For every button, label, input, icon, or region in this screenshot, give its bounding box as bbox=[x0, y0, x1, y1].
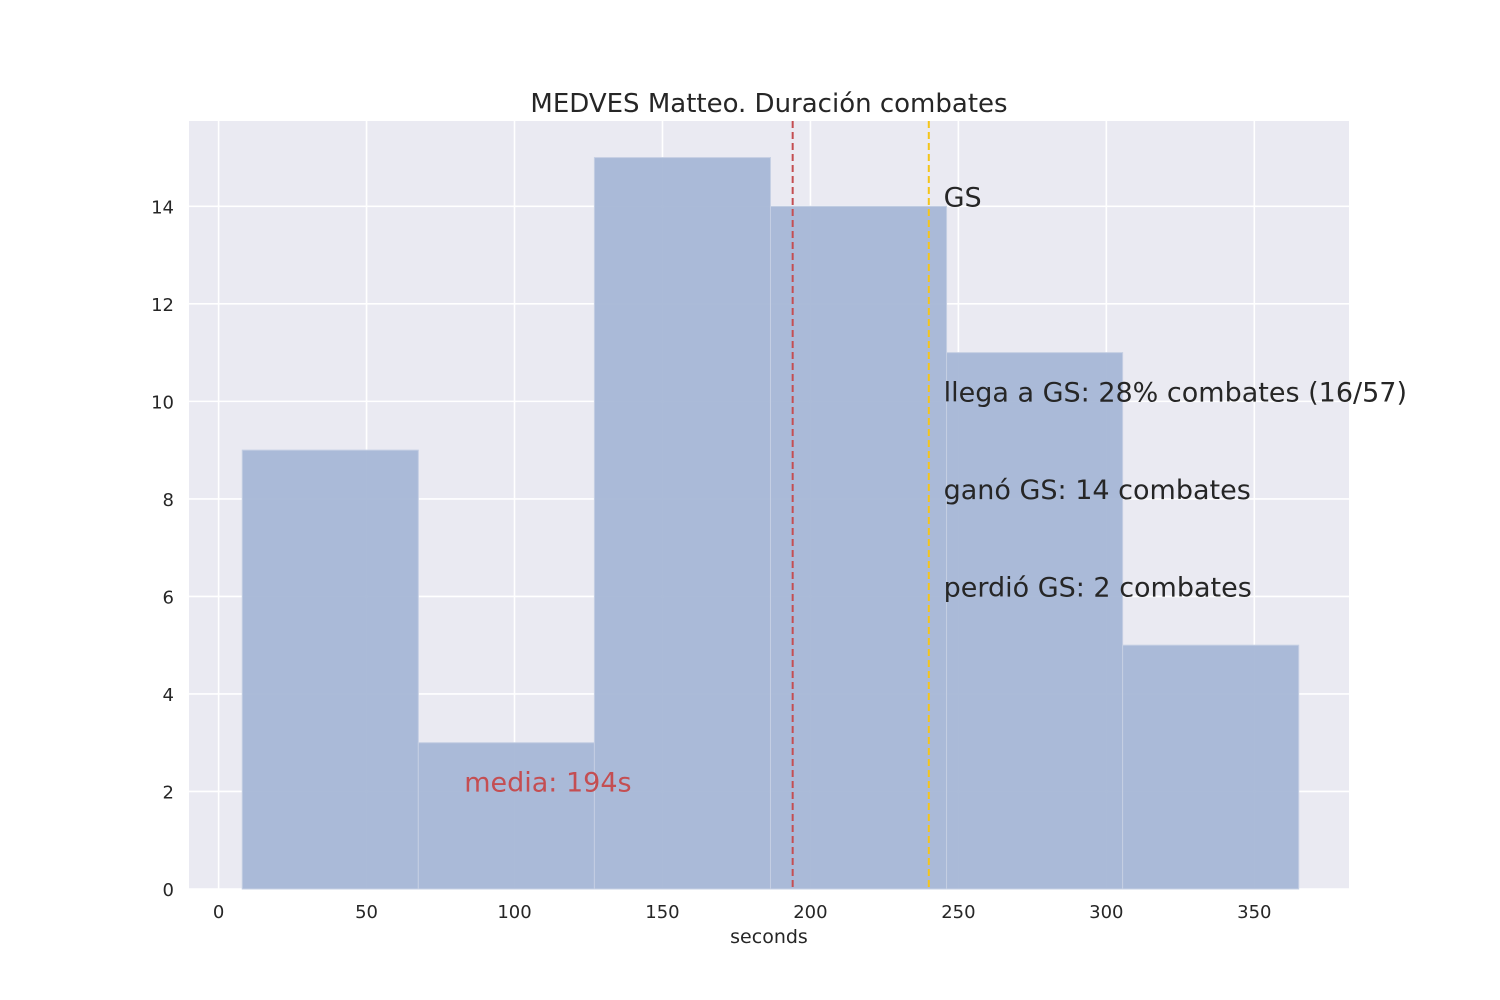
histogram-bar bbox=[593, 157, 771, 890]
x-tick-label: 350 bbox=[1237, 902, 1271, 923]
x-tick-label: 250 bbox=[941, 902, 975, 923]
y-tick-label: 8 bbox=[163, 490, 174, 511]
histogram-bars bbox=[241, 157, 1300, 890]
annotation-text: perdió GS: 2 combates bbox=[944, 572, 1252, 603]
annotation-text: llega a GS: 28% combates (16/57) bbox=[944, 377, 1407, 408]
y-tick-label: 14 bbox=[151, 197, 174, 218]
annotation-text: GS bbox=[944, 182, 982, 213]
x-tick-label: 150 bbox=[645, 902, 679, 923]
x-tick-label: 0 bbox=[213, 902, 224, 923]
y-tick-label: 12 bbox=[151, 295, 174, 316]
annotations: media: 194s GS llega a GS: 28% combates (1… bbox=[464, 182, 1407, 798]
y-tick-label: 0 bbox=[163, 880, 174, 901]
y-tick-label: 6 bbox=[163, 587, 174, 608]
y-tick-labels: 0 2 4 6 8 10 12 14 bbox=[151, 197, 174, 901]
x-tick-labels: 0 50 100 150 200 250 300 350 bbox=[213, 902, 1272, 923]
histogram-bar bbox=[241, 449, 419, 890]
y-tick-label: 2 bbox=[163, 782, 174, 803]
histogram-bar bbox=[769, 205, 948, 890]
annotation-text: media: 194s bbox=[464, 767, 631, 798]
x-tick-label: 300 bbox=[1089, 902, 1123, 923]
y-tick-label: 4 bbox=[163, 685, 174, 706]
histogram-bar bbox=[946, 352, 1124, 890]
x-tick-label: 100 bbox=[497, 902, 531, 923]
x-axis-label: seconds bbox=[730, 926, 808, 948]
chart-title: MEDVES Matteo. Duración combates bbox=[530, 89, 1007, 119]
y-tick-label: 10 bbox=[151, 392, 174, 413]
histogram-bar bbox=[1122, 644, 1300, 890]
histogram-bar bbox=[417, 742, 595, 890]
x-tick-label: 50 bbox=[355, 902, 378, 923]
reference-lines bbox=[791, 121, 930, 889]
x-tick-label: 200 bbox=[793, 902, 827, 923]
annotation-text: ganó GS: 14 combates bbox=[944, 475, 1251, 506]
